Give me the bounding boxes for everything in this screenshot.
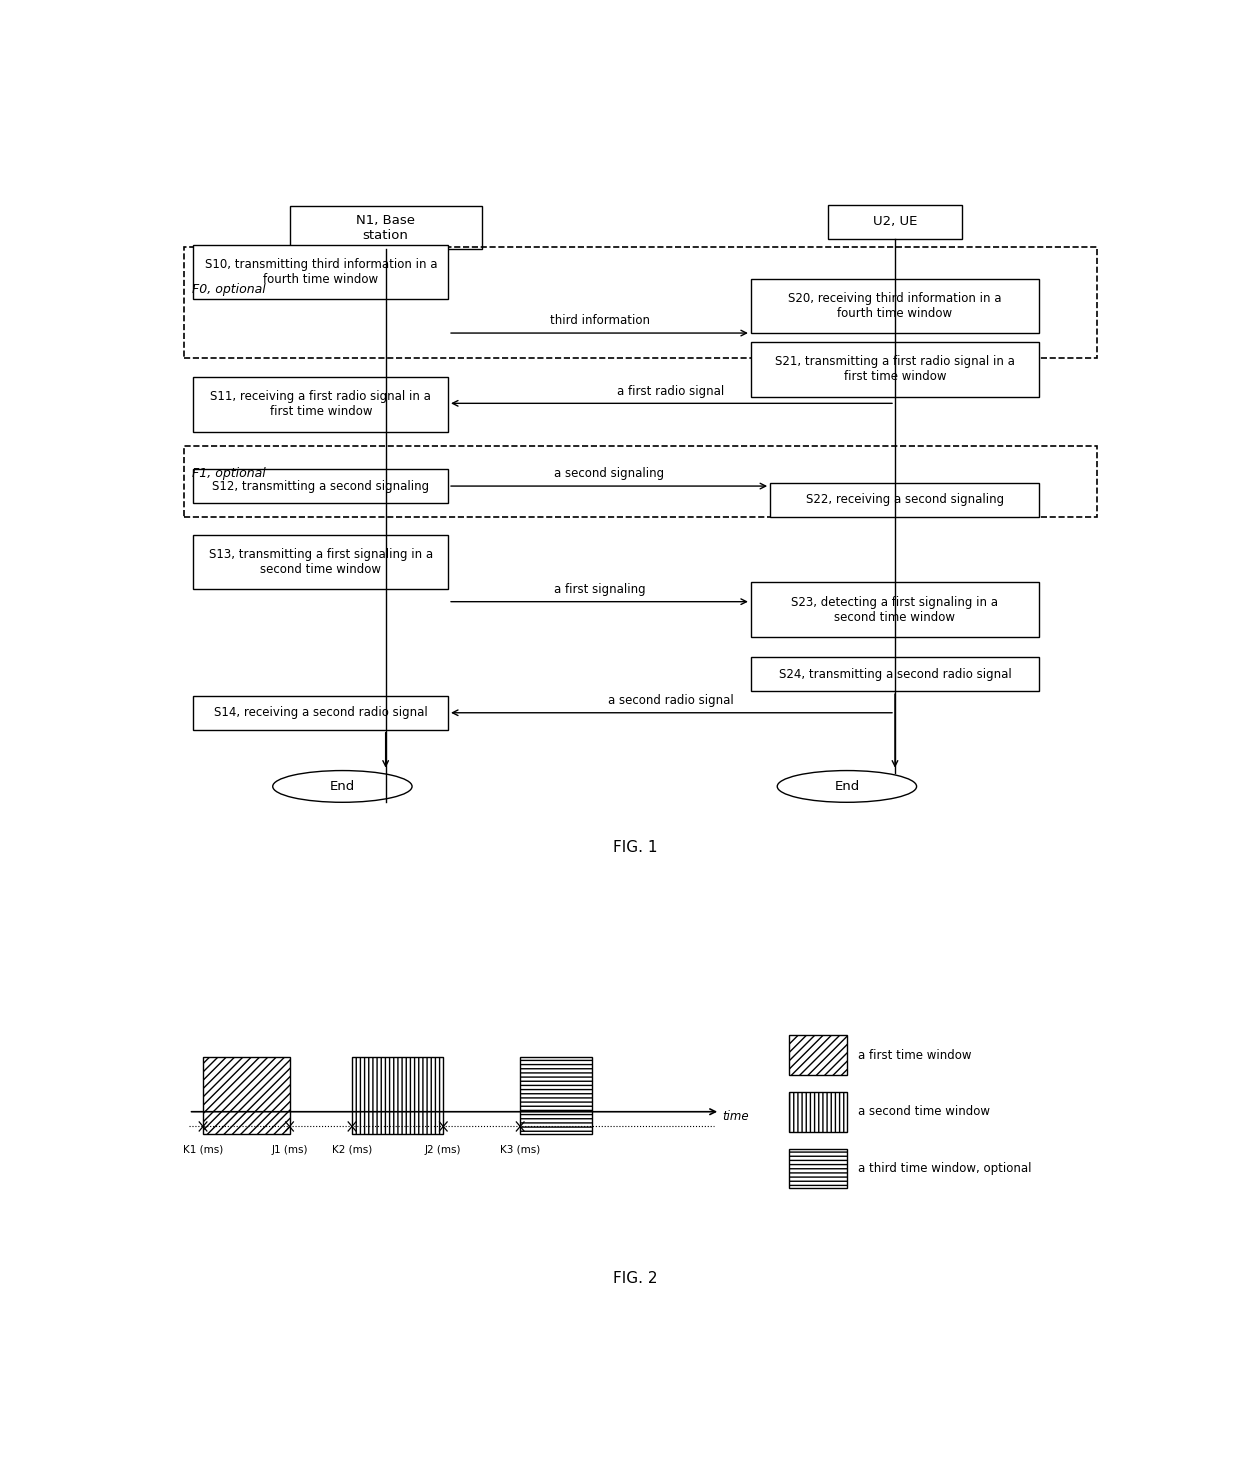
Text: F1, optional: F1, optional xyxy=(191,467,265,480)
Text: J2 (ms): J2 (ms) xyxy=(425,1145,461,1154)
Text: a second time window: a second time window xyxy=(858,1105,991,1119)
Bar xyxy=(184,247,1096,358)
Bar xyxy=(751,657,1039,692)
Text: S14, receiving a second radio signal: S14, receiving a second radio signal xyxy=(213,707,428,720)
Ellipse shape xyxy=(273,770,412,802)
Text: a first time window: a first time window xyxy=(858,1048,972,1061)
Text: S23, detecting a first signaling in a
second time window: S23, detecting a first signaling in a se… xyxy=(791,596,998,624)
Bar xyxy=(193,470,448,503)
Text: F0, optional: F0, optional xyxy=(191,284,265,296)
Bar xyxy=(751,342,1039,396)
Text: J1 (ms): J1 (ms) xyxy=(272,1145,308,1154)
Text: S24, transmitting a second radio signal: S24, transmitting a second radio signal xyxy=(779,668,1012,680)
Text: S20, receiving third information in a
fourth time window: S20, receiving third information in a fo… xyxy=(789,291,1002,319)
Bar xyxy=(203,1057,290,1135)
Text: a second signaling: a second signaling xyxy=(553,468,663,480)
Bar xyxy=(789,1035,847,1075)
Text: a second radio signal: a second radio signal xyxy=(608,695,734,707)
Bar xyxy=(751,278,1039,333)
Text: time: time xyxy=(722,1110,749,1123)
Bar xyxy=(521,1057,593,1135)
Text: S13, transmitting a first signaling in a
second time window: S13, transmitting a first signaling in a… xyxy=(208,548,433,576)
Bar xyxy=(289,206,481,249)
Bar xyxy=(789,1092,847,1132)
Text: S21, transmitting a first radio signal in a
first time window: S21, transmitting a first radio signal i… xyxy=(775,355,1014,383)
Text: K3 (ms): K3 (ms) xyxy=(500,1145,541,1154)
Text: S10, transmitting third information in a
fourth time window: S10, transmitting third information in a… xyxy=(205,258,436,286)
Text: third information: third information xyxy=(551,315,650,327)
Text: FIG. 2: FIG. 2 xyxy=(614,1270,657,1287)
Bar xyxy=(193,534,448,589)
Text: a third time window, optional: a third time window, optional xyxy=(858,1161,1032,1175)
Text: FIG. 1: FIG. 1 xyxy=(614,841,657,855)
Bar xyxy=(184,446,1096,517)
Bar xyxy=(828,205,962,238)
Bar xyxy=(751,583,1039,637)
Text: End: End xyxy=(835,780,859,793)
Text: S22, receiving a second signaling: S22, receiving a second signaling xyxy=(806,493,1003,506)
Text: K1 (ms): K1 (ms) xyxy=(184,1145,223,1154)
Text: K2 (ms): K2 (ms) xyxy=(332,1145,372,1154)
Text: End: End xyxy=(330,780,355,793)
Bar xyxy=(193,244,448,299)
Bar xyxy=(193,377,448,431)
Bar xyxy=(193,696,448,730)
Text: S11, receiving a first radio signal in a
first time window: S11, receiving a first radio signal in a… xyxy=(211,390,432,418)
Bar xyxy=(789,1148,847,1188)
Text: S12, transmitting a second signaling: S12, transmitting a second signaling xyxy=(212,480,429,493)
Ellipse shape xyxy=(777,770,916,802)
Text: a first signaling: a first signaling xyxy=(554,583,646,596)
Bar xyxy=(770,483,1039,517)
Text: N1, Base
station: N1, Base station xyxy=(356,213,415,241)
Text: U2, UE: U2, UE xyxy=(873,215,918,228)
Bar xyxy=(352,1057,444,1135)
Text: a first radio signal: a first radio signal xyxy=(618,384,724,397)
